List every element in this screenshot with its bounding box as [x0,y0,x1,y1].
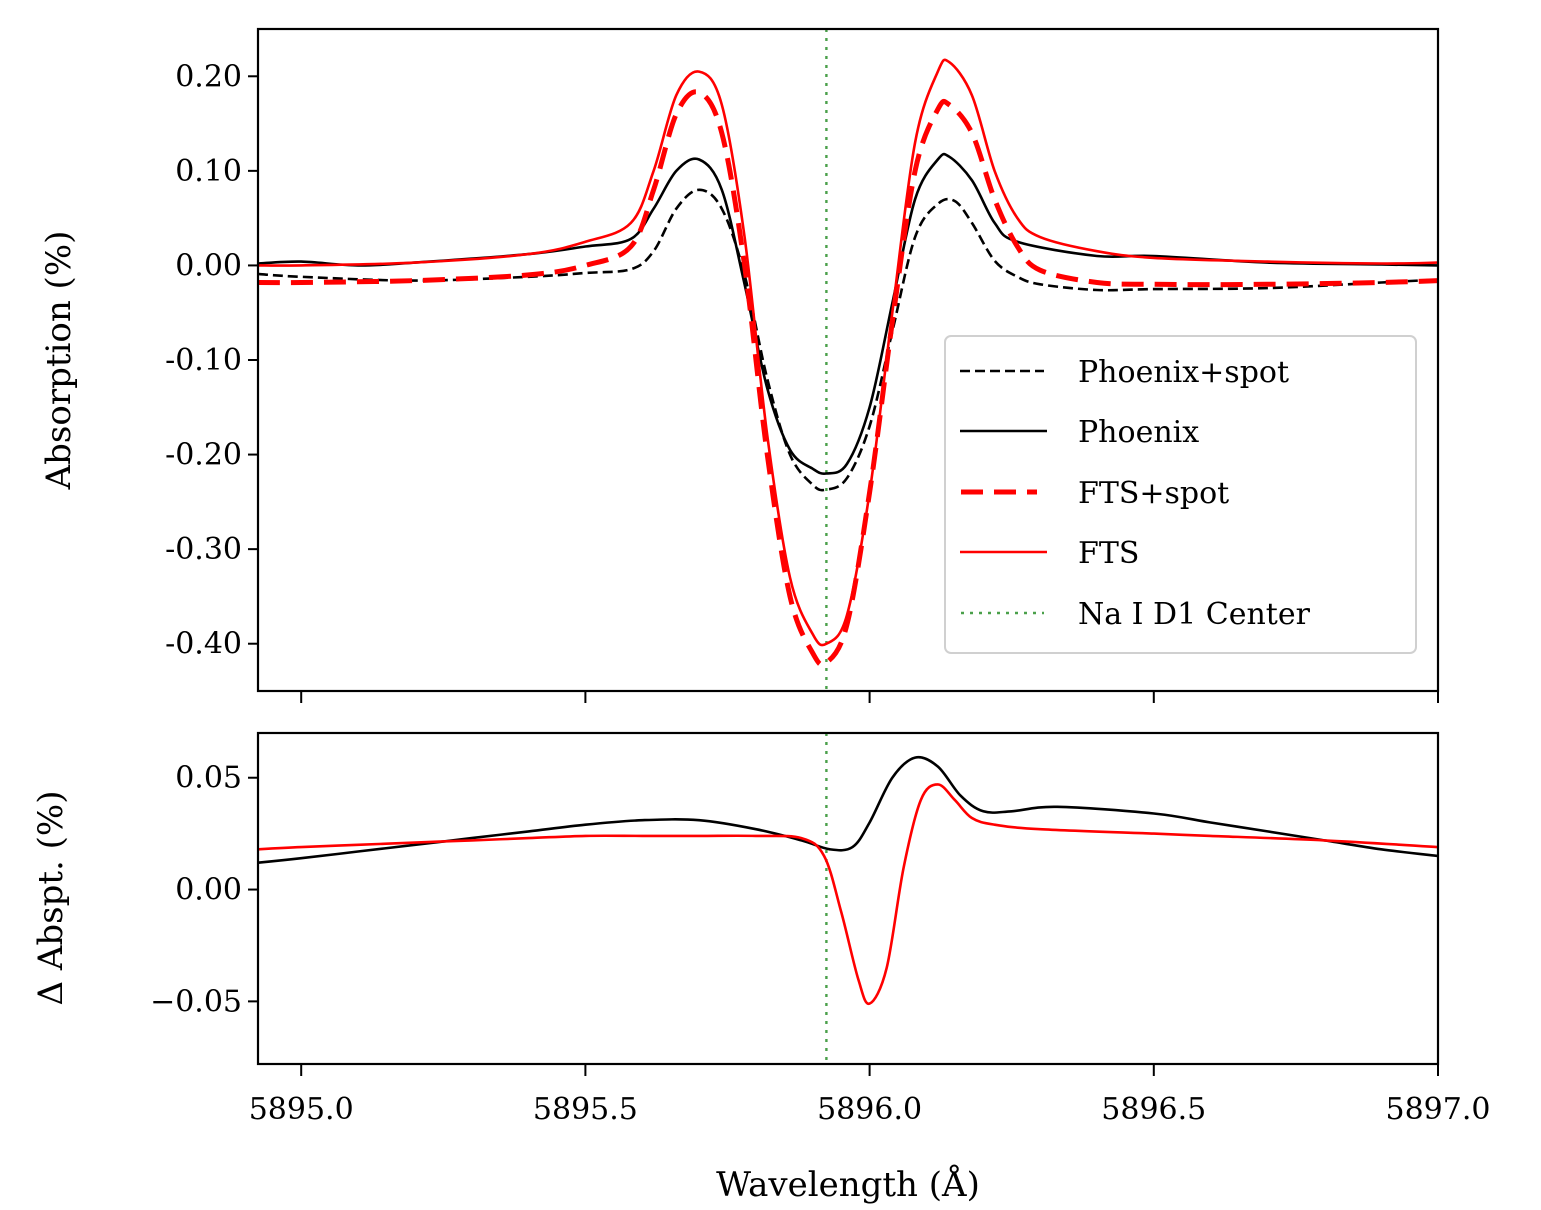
top-series-fts [258,58,1438,647]
top-ytick-label: 0.20 [175,59,242,94]
bottom-series-phoenix-difference [258,755,1438,864]
legend-entry-phoenix-spot: Phoenix+spot [960,355,1289,390]
top-ytick-label: -0.30 [165,532,242,567]
legend-label-fts: FTS [1078,536,1139,571]
bottom-xtick-label: 5895.0 [249,1092,354,1127]
top-panel: 0.20 0.10 0.00 -0.10 -0.20 -0.30 -0.40 Absorpt… [39,27,1440,703]
bottom-y-axis-label: Δ Abspt. (%) [31,790,71,1005]
legend-frame [944,335,1417,654]
legend-label-fts-spot: FTS+spot [1078,476,1229,511]
bottom-xtick-label: 5895.5 [533,1092,638,1127]
bottom-xtick-label: 5897.0 [1386,1092,1491,1127]
top-series-phoenix-spot [258,188,1438,492]
legend-entry-na-center: Na I D1 Center [961,597,1311,632]
bottom-xtick-label: 5896.0 [817,1092,922,1127]
bottom-series-fts-difference [258,783,1438,1006]
bottom-xtick-label: 5896.5 [1101,1092,1206,1127]
top-ytick-label: 0.10 [175,154,242,189]
top-ytick-label: -0.40 [165,627,242,662]
x-axis-label: Wavelength (Å) [716,1164,980,1205]
legend-entry-fts: FTS [960,536,1139,571]
bottom-ytick-label: 0.05 [175,761,242,796]
bottom-ytick-label: 0.00 [175,873,242,908]
top-series-phoenix [258,152,1438,475]
top-ytick-label: 0.00 [175,248,242,283]
legend: Phoenix+spot Phoenix FTS+spot FTS Na I D… [944,335,1417,654]
legend-entry-fts-spot: FTS+spot [961,476,1229,511]
legend-entry-phoenix: Phoenix [960,415,1199,450]
legend-label-na-center: Na I D1 Center [1078,597,1311,632]
bottom-ytick-label: −0.05 [150,984,242,1019]
top-ytick-label: -0.10 [165,343,242,378]
legend-label-phoenix: Phoenix [1078,415,1199,450]
bottom-axes-frame [256,731,1440,1066]
top-y-axis-label: Absorption (%) [39,231,79,491]
top-ytick-label: -0.20 [165,438,242,473]
top-series-fts-spot [258,89,1438,668]
bottom-panel: 0.05 0.00 −0.05 5895.0 5895.5 5896.0 5896.5 58… [31,731,1491,1205]
legend-label-phoenix-spot: Phoenix+spot [1078,355,1289,390]
